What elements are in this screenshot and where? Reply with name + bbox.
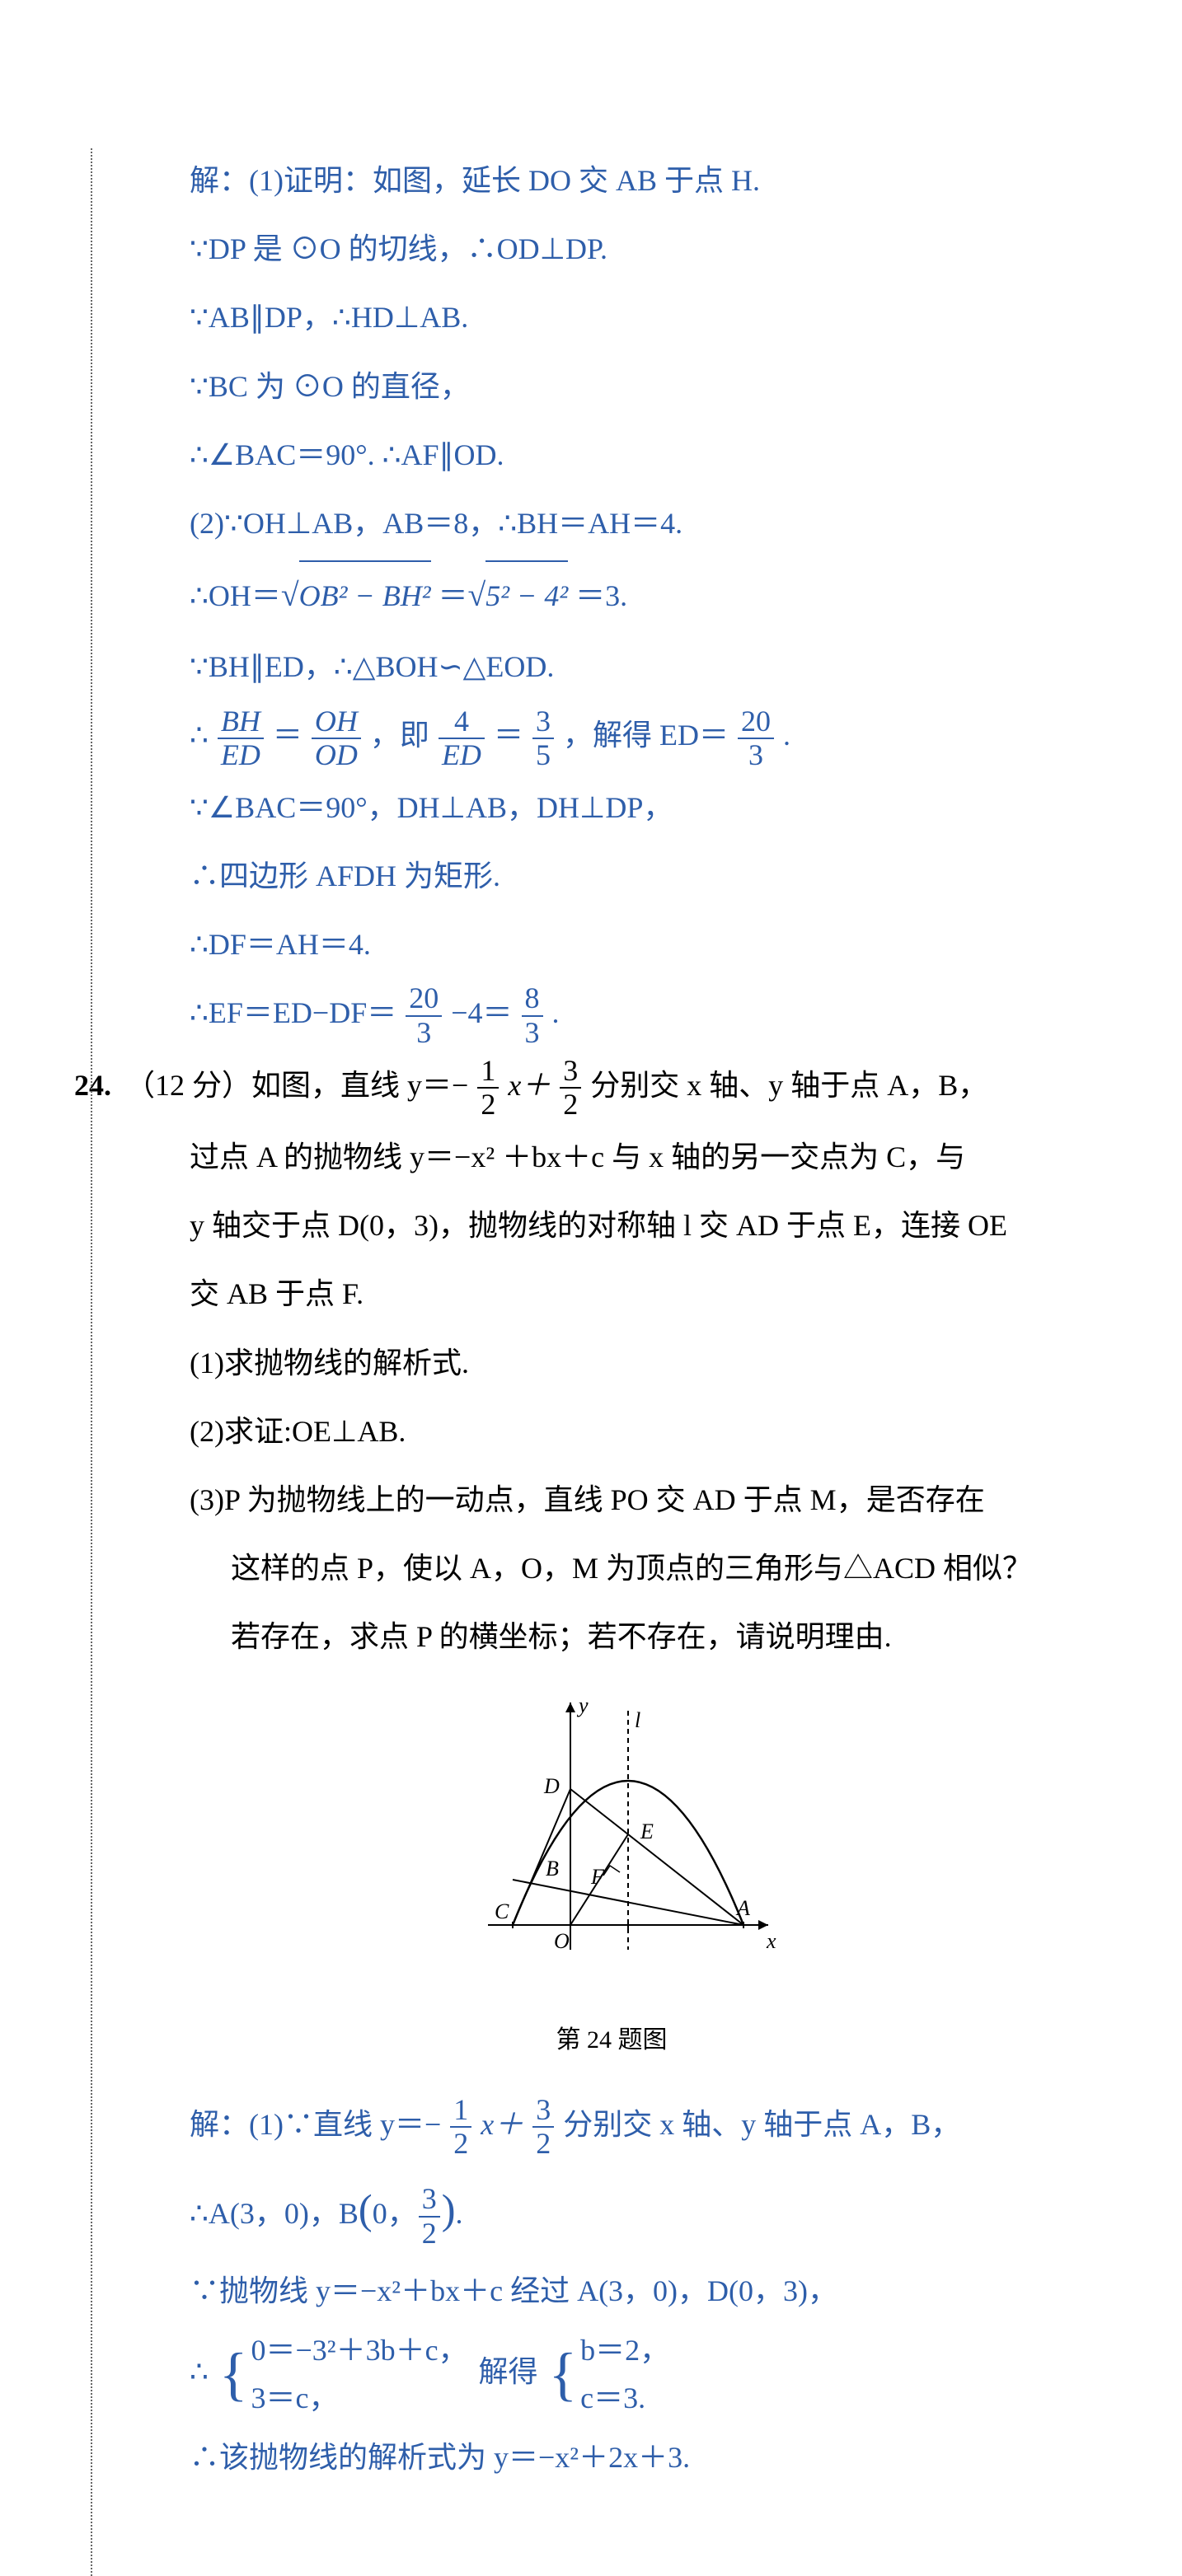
sol24-line4: ∴ { 0＝−3²＋3b＋c， 3＝c， 解得 { b＝2， c＝3. xyxy=(140,2327,1083,2422)
page-content: 解：(1)证明：如图，延长 DO 交 AB 于点 H. ∵DP 是 ⊙O 的切线… xyxy=(140,148,1083,2490)
prob24-line5: (1)求抛物线的解析式. xyxy=(140,1331,1083,1396)
sol24-line5: ∴该抛物线的解析式为 y＝−x²＋2x＋3. xyxy=(140,2425,1083,2490)
sol23-line10: ∵∠BAC＝90°，DH⊥AB，DH⊥DP， xyxy=(140,775,1083,841)
sol23-line8: ∵BH∥ED，∴△BOH∽△EOD. xyxy=(140,635,1083,700)
prob24-line7: (3)P 为抛物线上的一动点，直线 PO 交 AD 于点 M，是否存在 xyxy=(140,1468,1083,1533)
prob24-line3: y 轴交于点 D(0，3)，抛物线的对称轴 l 交 AD 于点 E，连接 OE xyxy=(140,1193,1083,1258)
prob24-line2: 过点 A 的抛物线 y＝−x² ＋bx＋c 与 x 轴的另一交点为 C，与 xyxy=(140,1125,1083,1190)
axis-label-l: l xyxy=(635,1708,640,1732)
sol24-line3: ∵抛物线 y＝−x²＋bx＋c 经过 A(3，0)，D(0，3)， xyxy=(140,2259,1083,2324)
point-label-D: D xyxy=(543,1774,560,1798)
sol23-line2: ∵DP 是 ⊙O 的切线，∴OD⊥DP. xyxy=(140,217,1083,282)
prob24-figure: y l D E B F C O A x 第 24 题图 xyxy=(140,1686,1083,2067)
sol23-line3: ∵AB∥DP，∴HD⊥AB. xyxy=(140,285,1083,350)
question-number: 24. xyxy=(74,1069,111,1102)
sol23-line13: ∴EF＝ED−DF＝ 203 −4＝ 83 . xyxy=(140,981,1083,1049)
prob24-line6: (2)求证:OE⊥AB. xyxy=(140,1399,1083,1464)
sol23-line12: ∴DF＝AH＝4. xyxy=(140,912,1083,977)
point-label-A: A xyxy=(735,1896,750,1920)
sol23-line9: ∴ BHED ＝ OHOD ，即 4ED ＝ 35 ，解得 ED＝ 203 . xyxy=(140,703,1083,771)
prob24-line4: 交 AB 于点 F. xyxy=(140,1262,1083,1327)
point-label-O: O xyxy=(554,1929,570,1953)
point-label-E: E xyxy=(640,1820,654,1843)
sol23-line4: ∵BC 为 ⊙O 的直径， xyxy=(140,354,1083,419)
point-label-B: B xyxy=(546,1857,559,1880)
sol23-line11: ∴四边形 AFDH 为矩形. xyxy=(140,844,1083,909)
prob24-line8: 这样的点 P，使以 A，O，M 为顶点的三角形与△ACD 相似？ xyxy=(140,1536,1083,1601)
sol23-line5: ∴∠BAC＝90°. ∴AF∥OD. xyxy=(140,423,1083,488)
prob24-line1: 24. （12 分）如图，直线 y＝− 12 x＋ 32 分别交 x 轴、y 轴… xyxy=(140,1053,1083,1122)
point-label-C: C xyxy=(495,1899,509,1923)
sol24-line1: 解：(1)∵直线 y＝− 12 x＋ 32 分别交 x 轴、y 轴于点 A，B， xyxy=(140,2092,1083,2161)
sol23-line1: 解：(1)证明：如图，延长 DO 交 AB 于点 H. xyxy=(140,148,1083,213)
axis-label-y: y xyxy=(576,1693,589,1717)
figure-caption: 第 24 题图 xyxy=(140,2013,1083,2068)
point-label-F: F xyxy=(590,1865,605,1889)
parabola-diagram: y l D E B F C O A x xyxy=(439,1686,785,1983)
sol23-line6: (2)∵OH⊥AB，AB＝8，∴BH＝AH＝4. xyxy=(140,491,1083,556)
sol23-line7: ∴OH＝OB² − BH² ＝5² − 4² ＝3. xyxy=(140,560,1083,631)
axis-label-x: x xyxy=(766,1929,776,1953)
prob24-line9: 若存在，求点 P 的横坐标；若不存在，请说明理由. xyxy=(140,1604,1083,1670)
margin-dotted-line xyxy=(91,148,92,2576)
sol24-line2: ∴A(3，0)，B((0，0，32)).. xyxy=(140,2164,1083,2255)
